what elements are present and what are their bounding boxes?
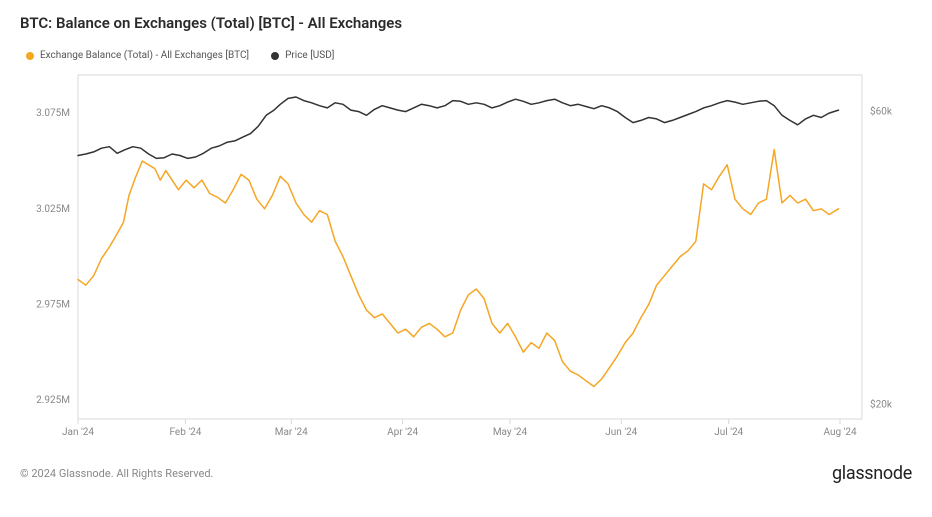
chart-area: 2.925M 2.975M 3.025M 3.075M $20k $60k Jan '24 F… [20,67,912,457]
chart-svg: 2.925M 2.975M 3.025M 3.075M $20k $60k Jan '24 F… [20,67,912,457]
svg-text:2.975M: 2.975M [36,299,70,310]
svg-text:$20k: $20k [870,397,893,410]
svg-text:May '24: May '24 [493,427,528,438]
svg-text:3.025M: 3.025M [36,204,70,215]
svg-text:Jul '24: Jul '24 [714,427,743,438]
svg-text:Apr '24: Apr '24 [387,427,418,438]
svg-text:3.075M: 3.075M [36,108,70,119]
legend: Exchange Balance (Total) - All Exchanges… [20,50,912,61]
brand-logo: glassnode [832,463,912,484]
legend-swatch-price [271,52,279,60]
legend-label-price: Price [USD] [285,50,334,61]
footer: © 2024 Glassnode. All Rights Reserved. g… [20,463,912,484]
copyright-text: © 2024 Glassnode. All Rights Reserved. [20,467,213,480]
legend-label-balance: Exchange Balance (Total) - All Exchanges… [40,50,249,61]
legend-swatch-balance [26,52,34,60]
svg-text:Mar '24: Mar '24 [275,427,308,438]
chart-title: BTC: Balance on Exchanges (Total) [BTC] … [20,14,912,32]
svg-text:2.925M: 2.925M [36,395,70,406]
svg-text:Feb '24: Feb '24 [170,427,202,438]
svg-text:Jun '24: Jun '24 [605,427,637,438]
legend-item-balance: Exchange Balance (Total) - All Exchanges… [26,50,249,61]
legend-item-price: Price [USD] [271,50,334,61]
svg-text:Aug '24: Aug '24 [824,427,857,438]
svg-text:Jan '24: Jan '24 [62,427,94,438]
svg-text:$60k: $60k [870,105,893,118]
